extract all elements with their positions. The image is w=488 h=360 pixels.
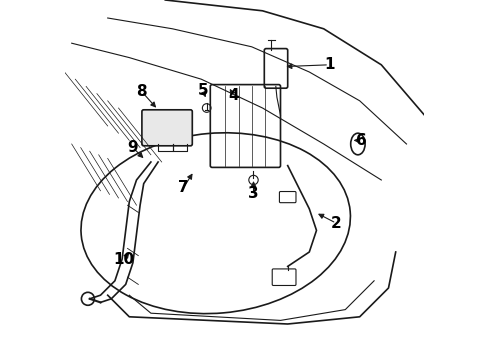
Text: 7: 7 xyxy=(178,180,188,195)
Text: 4: 4 xyxy=(228,88,239,103)
Text: 8: 8 xyxy=(136,84,147,99)
Text: 9: 9 xyxy=(127,140,138,155)
Text: 1: 1 xyxy=(323,57,334,72)
FancyBboxPatch shape xyxy=(142,110,192,146)
Text: 2: 2 xyxy=(330,216,341,231)
Text: 6: 6 xyxy=(355,133,366,148)
Text: 5: 5 xyxy=(197,83,208,98)
Text: 10: 10 xyxy=(113,252,134,267)
Text: 3: 3 xyxy=(248,186,258,201)
